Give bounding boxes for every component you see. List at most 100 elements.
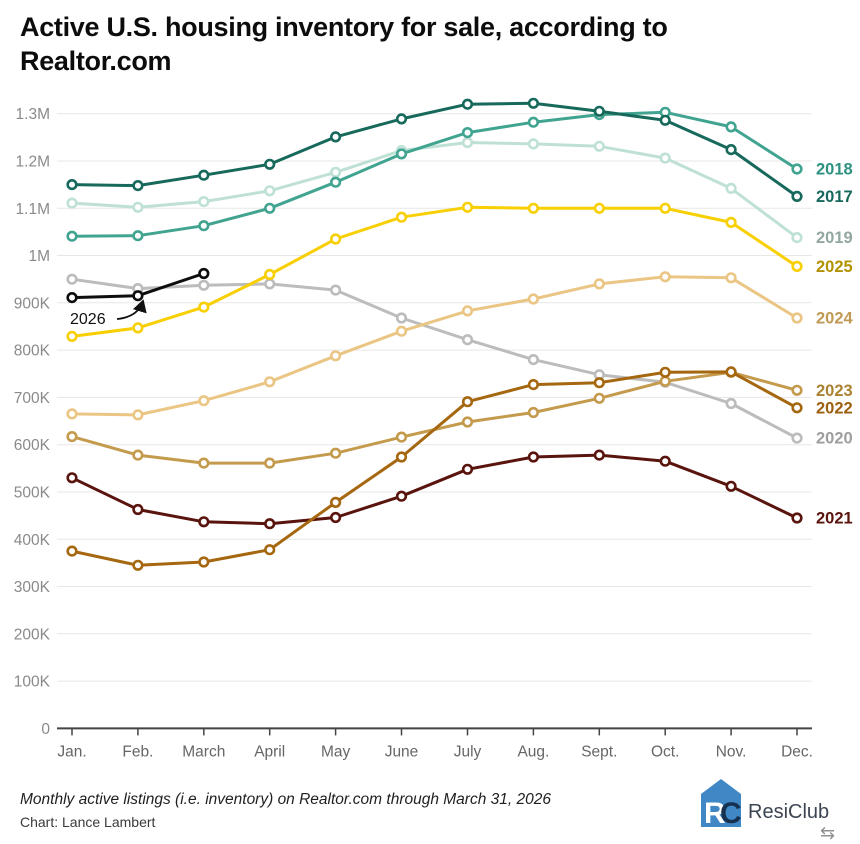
series-label-2018: 2018 — [816, 161, 853, 179]
marker-2025 — [461, 201, 474, 213]
marker-2022 — [66, 545, 78, 557]
marker-2024 — [395, 325, 408, 337]
marker-2023 — [264, 457, 276, 469]
marker-2024 — [264, 376, 276, 388]
marker-2019 — [264, 185, 276, 197]
marker-2017 — [725, 144, 737, 156]
marker-2019 — [659, 152, 671, 164]
marker-2024 — [132, 409, 144, 421]
line-2023 — [70, 370, 799, 465]
x-tick-label: March — [182, 743, 225, 760]
page-title: Active U.S. housing inventory for sale, … — [20, 10, 820, 78]
marker-2025 — [264, 268, 276, 281]
marker-2026 — [198, 267, 210, 280]
marker-2024 — [461, 305, 474, 317]
marker-2017 — [527, 97, 540, 109]
x-tick-label: July — [454, 743, 482, 760]
marker-2021 — [395, 490, 408, 502]
marker-2021 — [66, 472, 78, 484]
marker-2017 — [791, 190, 803, 202]
marker-2021 — [791, 512, 803, 524]
x-tick-label: June — [385, 743, 419, 760]
marker-2024 — [791, 312, 803, 324]
x-tick-label: Jan. — [57, 743, 86, 760]
marker-2025 — [66, 330, 78, 343]
marker-2022 — [461, 396, 474, 408]
series-label-2024: 2024 — [816, 310, 854, 328]
marker-2021 — [527, 451, 540, 463]
x-tick-label: Aug. — [517, 743, 549, 760]
marker-2018 — [330, 176, 342, 188]
line-2020 — [70, 277, 799, 440]
x-tick-label: May — [321, 743, 351, 760]
y-tick-label: 100K — [14, 674, 51, 691]
marker-2018 — [198, 220, 210, 232]
marker-2025 — [791, 260, 803, 273]
marker-2018 — [527, 116, 540, 128]
footer-note: Monthly active listings (i.e. inventory)… — [20, 791, 551, 808]
marker-2023 — [593, 392, 605, 404]
x-tick-label: Oct. — [651, 743, 679, 760]
series-2019: 2019 — [66, 136, 853, 247]
marker-2018 — [132, 230, 144, 242]
footer-credit: Chart: Lance Lambert — [20, 814, 156, 830]
marker-2017 — [264, 158, 276, 170]
marker-2019 — [791, 232, 803, 244]
annotation-2026: 2026 — [70, 311, 106, 328]
marker-2025 — [659, 202, 671, 214]
marker-2019 — [593, 140, 605, 152]
marker-2025 — [593, 202, 605, 214]
marker-2024 — [330, 350, 342, 362]
y-tick-label: 900K — [14, 295, 51, 312]
series-2020: 2020 — [66, 273, 853, 448]
marker-2017 — [132, 180, 144, 192]
resiclub-house-icon: R C — [701, 779, 741, 827]
marker-2019 — [132, 201, 144, 213]
marker-2020 — [198, 279, 210, 291]
series-label-2022: 2022 — [816, 399, 853, 417]
marker-2025 — [198, 301, 210, 313]
marker-2021 — [659, 455, 671, 467]
y-tick-label: 1.1M — [16, 201, 50, 218]
y-tick-label: 1.2M — [16, 154, 50, 171]
marker-2023 — [198, 457, 210, 469]
y-tick-label: 400K — [14, 532, 51, 549]
marker-2021 — [593, 449, 605, 461]
line-2019 — [70, 141, 799, 240]
marker-2023 — [66, 431, 78, 443]
marker-2018 — [66, 230, 78, 242]
marker-2023 — [461, 416, 474, 428]
marker-2023 — [330, 447, 342, 459]
marker-2018 — [264, 202, 276, 214]
marker-2023 — [395, 431, 408, 443]
y-tick-label: 0 — [41, 721, 50, 738]
marker-2022 — [198, 556, 210, 568]
marker-2026 — [66, 292, 78, 304]
marker-2020 — [725, 397, 737, 410]
marker-2018 — [791, 163, 803, 175]
marker-2025 — [725, 216, 737, 228]
marker-2019 — [330, 166, 342, 178]
marker-2021 — [264, 518, 276, 530]
marker-2020 — [330, 284, 342, 296]
marker-2022 — [791, 402, 803, 414]
x-tick-label: Dec. — [781, 743, 813, 760]
series-2018: 2018 — [66, 106, 853, 242]
y-tick-label: 1M — [28, 248, 50, 265]
marker-2021 — [198, 516, 210, 528]
inventory-line-chart: Jan. Feb. March April May June July Aug. Sept. Oc… — [14, 97, 854, 760]
marker-2018 — [725, 121, 737, 133]
marker-2020 — [264, 278, 276, 290]
x-tick-label: Nov. — [716, 743, 747, 760]
marker-2023 — [527, 406, 540, 419]
marker-2020 — [66, 273, 78, 285]
marker-2024 — [66, 408, 78, 420]
marker-2018 — [395, 148, 408, 160]
y-tick-label: 600K — [14, 437, 51, 454]
x-tick-label: April — [254, 743, 285, 760]
marker-2023 — [791, 384, 803, 396]
marker-2020 — [395, 312, 408, 324]
series-label-2019: 2019 — [816, 229, 853, 247]
refresh-icon[interactable]: ⇆ — [820, 823, 836, 843]
marker-2023 — [132, 449, 144, 461]
